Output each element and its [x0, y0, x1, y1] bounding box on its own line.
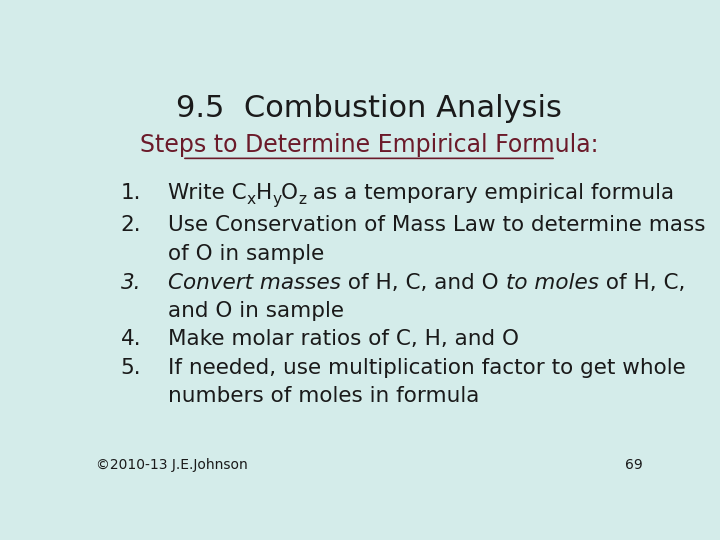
Text: of H, C, and O: of H, C, and O [341, 273, 505, 293]
Text: as a temporary empirical formula: as a temporary empirical formula [306, 183, 675, 203]
Text: Make molar ratios of C, H, and O: Make molar ratios of C, H, and O [168, 329, 519, 349]
Text: 9.5  Combustion Analysis: 9.5 Combustion Analysis [176, 94, 562, 123]
Text: and O in sample: and O in sample [168, 301, 344, 321]
Text: x: x [247, 192, 256, 207]
Text: If needed, use multiplication factor to get whole: If needed, use multiplication factor to … [168, 358, 686, 378]
Text: Use Conservation of Mass Law to determine mass: Use Conservation of Mass Law to determin… [168, 215, 706, 235]
Text: Steps to Determine Empirical Formula:: Steps to Determine Empirical Formula: [140, 133, 598, 157]
Text: Write C: Write C [168, 183, 247, 203]
Text: ©2010-13 J.E.Johnson: ©2010-13 J.E.Johnson [96, 458, 248, 472]
Text: of H, C,: of H, C, [598, 273, 685, 293]
Text: numbers of moles in formula: numbers of moles in formula [168, 386, 480, 406]
Text: 5.: 5. [121, 358, 141, 378]
Text: O: O [282, 183, 298, 203]
Text: z: z [298, 192, 306, 207]
Text: to moles: to moles [505, 273, 598, 293]
Text: 1.: 1. [121, 183, 141, 203]
Text: of O in sample: of O in sample [168, 244, 325, 264]
Text: 2.: 2. [121, 215, 141, 235]
Text: 69: 69 [625, 458, 642, 472]
Text: y: y [272, 192, 282, 207]
Text: 3.: 3. [121, 273, 141, 293]
Text: Convert masses: Convert masses [168, 273, 341, 293]
Text: 4.: 4. [121, 329, 141, 349]
Text: H: H [256, 183, 272, 203]
